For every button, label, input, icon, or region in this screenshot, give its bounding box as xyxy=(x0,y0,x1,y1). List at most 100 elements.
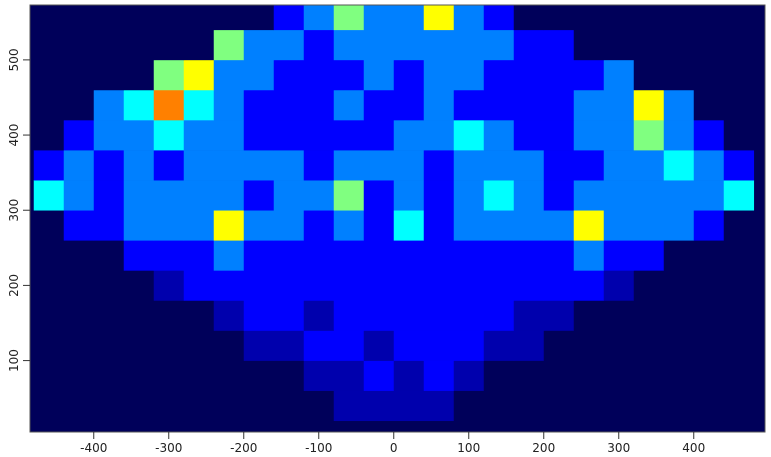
heatmap-cell xyxy=(363,210,395,241)
heatmap-cell xyxy=(663,89,695,121)
heatmap-cell xyxy=(33,150,65,181)
heatmap-cell xyxy=(63,360,95,391)
heatmap-cell xyxy=(483,300,515,331)
heatmap-cell xyxy=(183,390,215,422)
heatmap-cell xyxy=(303,330,335,361)
heatmap-cell xyxy=(543,300,575,331)
y-tick-label: 200 xyxy=(7,274,21,297)
heatmap-cell xyxy=(393,390,425,422)
heatmap-cell xyxy=(723,29,755,61)
heatmap-cell xyxy=(243,300,275,331)
heatmap-cell xyxy=(663,5,695,31)
heatmap-cell xyxy=(153,59,185,91)
heatmap-cell xyxy=(633,300,665,331)
heatmap-cell xyxy=(213,360,245,391)
heatmap-cell xyxy=(543,29,575,61)
heatmap-cell xyxy=(633,89,665,121)
heatmap-cell xyxy=(513,210,545,241)
heatmap-cell xyxy=(603,89,635,121)
heatmap-cell xyxy=(153,120,185,151)
heatmap-cell xyxy=(363,59,395,91)
heatmap-cell xyxy=(663,120,695,151)
heatmap-cell xyxy=(363,390,395,422)
heatmap-cell xyxy=(363,180,395,211)
heatmap-cell xyxy=(303,150,335,181)
heatmap-cell xyxy=(513,390,545,422)
heatmap-cell xyxy=(423,29,455,61)
heatmap-cell xyxy=(153,29,185,61)
heatmap-cell xyxy=(183,89,215,121)
heatmap-cell xyxy=(513,89,545,121)
heatmap-cell xyxy=(393,270,425,301)
heatmap-cell xyxy=(93,29,125,61)
heatmap-cell xyxy=(333,390,365,422)
heatmap-cell xyxy=(423,360,455,391)
heatmap-cell xyxy=(513,300,545,331)
heatmap-cell xyxy=(633,29,665,61)
heatmap-cell xyxy=(303,240,335,271)
heatmap-cell xyxy=(633,360,665,391)
heatmap-cell xyxy=(213,5,245,31)
heatmap-cell xyxy=(363,120,395,151)
y-tick-label: 500 xyxy=(7,48,21,71)
heatmap-cell xyxy=(453,270,485,301)
heatmap-cell xyxy=(603,360,635,391)
heatmap-cell xyxy=(213,330,245,361)
heatmap-cell xyxy=(153,330,185,361)
heatmap xyxy=(33,5,755,422)
heatmap-cell xyxy=(723,390,755,422)
heatmap-cell xyxy=(123,180,155,211)
heatmap-cell xyxy=(633,240,665,271)
heatmap-cell xyxy=(393,29,425,61)
heatmap-cell xyxy=(543,5,575,31)
heatmap-cell xyxy=(123,89,155,121)
heatmap-cell xyxy=(153,270,185,301)
heatmap-cell xyxy=(303,360,335,391)
heatmap-cell xyxy=(63,120,95,151)
heatmap-cell xyxy=(273,150,305,181)
heatmap-cell xyxy=(33,360,65,391)
heatmap-cell xyxy=(633,390,665,422)
heatmap-cell xyxy=(213,240,245,271)
heatmap-cell xyxy=(693,300,725,331)
heatmap-cell xyxy=(663,300,695,331)
heatmap-cell xyxy=(543,120,575,151)
heatmap-cell xyxy=(393,240,425,271)
heatmap-cell xyxy=(243,5,275,31)
heatmap-cell xyxy=(93,150,125,181)
heatmap-cell xyxy=(483,330,515,361)
heatmap-cell xyxy=(303,180,335,211)
heatmap-cell xyxy=(63,29,95,61)
heatmap-cell xyxy=(213,29,245,61)
heatmap-cell xyxy=(333,360,365,391)
heatmap-cell xyxy=(573,180,605,211)
heatmap-cell xyxy=(33,270,65,301)
heatmap-cell xyxy=(243,29,275,61)
heatmap-cell xyxy=(693,150,725,181)
heatmap-cell xyxy=(63,89,95,121)
heatmap-cell xyxy=(543,150,575,181)
heatmap-cell xyxy=(273,270,305,301)
heatmap-cell xyxy=(573,390,605,422)
heatmap-cell xyxy=(513,240,545,271)
heatmap-cell xyxy=(483,150,515,181)
heatmap-cell xyxy=(723,59,755,91)
heatmap-cell xyxy=(483,270,515,301)
heatmap-cell xyxy=(333,59,365,91)
heatmap-cell xyxy=(663,240,695,271)
heatmap-cell xyxy=(273,120,305,151)
heatmap-cell xyxy=(393,120,425,151)
heatmap-cell xyxy=(573,240,605,271)
heatmap-cell xyxy=(153,360,185,391)
heatmap-cell xyxy=(693,330,725,361)
heatmap-cell xyxy=(723,240,755,271)
heatmap-cell xyxy=(273,390,305,422)
heatmap-cell xyxy=(543,240,575,271)
heatmap-cell xyxy=(453,240,485,271)
heatmap-cell xyxy=(213,89,245,121)
heatmap-cell xyxy=(363,89,395,121)
heatmap-cell xyxy=(273,240,305,271)
heatmap-cell xyxy=(63,270,95,301)
heatmap-cell xyxy=(723,210,755,241)
heatmap-cell xyxy=(303,120,335,151)
